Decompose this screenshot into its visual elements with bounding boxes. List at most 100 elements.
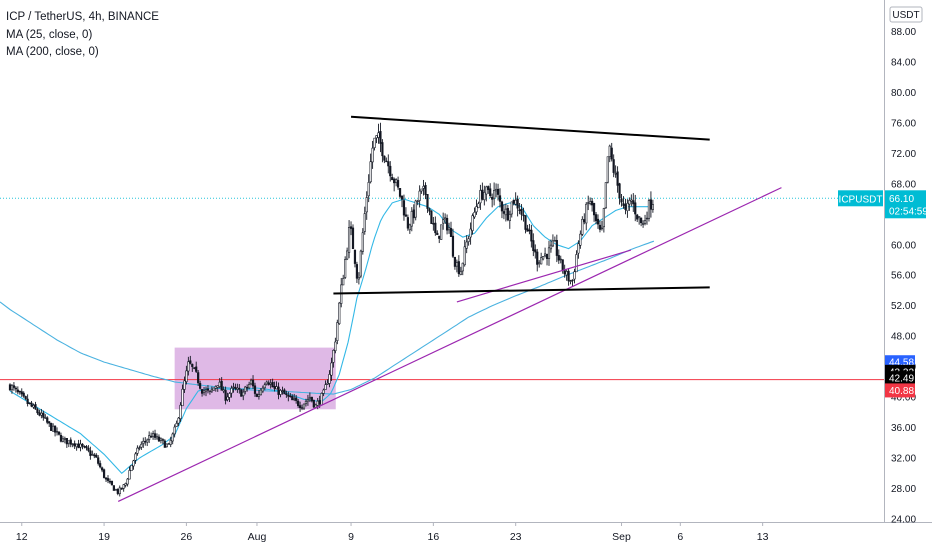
candle-body	[614, 173, 617, 175]
candle-body	[112, 485, 115, 491]
candle	[12, 382, 16, 391]
candle	[218, 378, 221, 389]
candle-body	[555, 239, 558, 256]
candle-body	[389, 165, 392, 177]
candle	[38, 409, 41, 417]
candle-body	[563, 270, 566, 275]
candle-body	[455, 262, 458, 267]
candle-body	[148, 435, 151, 440]
candle	[177, 417, 180, 426]
candle-body	[259, 389, 262, 396]
candle	[612, 154, 615, 178]
currency-label: USDT	[892, 10, 919, 21]
candle-body	[347, 227, 351, 253]
candle	[577, 240, 580, 259]
candle	[108, 478, 112, 484]
candle-body	[379, 131, 382, 144]
candle	[85, 445, 88, 451]
candle	[512, 199, 515, 206]
ma200-legend-label[interactable]: MA (200, close, 0)	[6, 46, 99, 58]
candle	[526, 224, 529, 232]
candle-body	[355, 264, 359, 279]
candle-body	[346, 250, 349, 260]
candle-body	[224, 390, 227, 401]
candle-body	[569, 280, 572, 282]
candle-body	[289, 395, 292, 398]
symbol-tag-label: ICPUSDT	[839, 194, 883, 205]
symbol-title[interactable]: ICP / TetherUS, 4h, BINANCE	[6, 11, 159, 23]
candle-body	[193, 367, 196, 369]
candle-body	[506, 208, 509, 221]
candle-body	[383, 155, 386, 161]
candle	[265, 380, 268, 386]
candle	[430, 210, 433, 224]
candle	[277, 382, 280, 400]
candle	[83, 445, 86, 449]
candle-body	[549, 244, 553, 250]
candle-body	[481, 189, 484, 200]
candle	[81, 443, 84, 450]
candle-body	[424, 184, 427, 195]
candle-body	[410, 211, 413, 227]
x-tick-label: 19	[98, 531, 110, 543]
candle-body	[377, 132, 380, 138]
candle-body	[500, 201, 504, 212]
candle	[171, 432, 174, 445]
corner-box	[885, 523, 932, 550]
candle-body	[81, 443, 84, 447]
candle	[163, 439, 166, 448]
candle-body	[624, 204, 627, 210]
candle-body	[330, 362, 333, 376]
candle-body	[445, 218, 449, 231]
candle-body	[18, 390, 21, 393]
y-tick-label: 88.00	[891, 27, 916, 38]
candle-body	[122, 484, 125, 489]
candle	[63, 436, 66, 444]
candle-body	[24, 396, 27, 399]
candle	[477, 201, 480, 209]
candle	[540, 252, 543, 265]
candle-body	[532, 240, 535, 252]
ma25-layer	[9, 198, 654, 475]
candle-body	[332, 350, 335, 363]
candle-body	[261, 387, 264, 392]
candle-body	[428, 208, 431, 212]
candle-body	[126, 478, 129, 485]
candle	[330, 357, 333, 381]
candle-body	[234, 387, 237, 390]
candle	[398, 188, 402, 199]
ma25-legend-label[interactable]: MA (25, close, 0)	[6, 28, 93, 41]
candle-body	[130, 465, 133, 472]
candle-body	[222, 389, 225, 392]
candle	[618, 182, 621, 205]
candle-body	[451, 235, 455, 257]
candle-body	[600, 227, 604, 230]
candle-body	[69, 439, 72, 445]
candle-body	[626, 202, 629, 212]
candle	[312, 399, 315, 409]
trendline	[333, 286, 710, 295]
candle	[263, 382, 266, 391]
candle	[481, 182, 484, 201]
candle	[459, 266, 462, 276]
candle-body	[153, 433, 157, 438]
candle-body	[412, 209, 415, 219]
candle	[592, 202, 596, 222]
candle-body	[73, 443, 76, 447]
candle-body	[406, 217, 409, 229]
candle	[404, 207, 408, 217]
candle	[434, 216, 437, 236]
candle-body	[487, 186, 490, 190]
candle	[128, 466, 131, 480]
candle-body	[447, 227, 451, 231]
candle-body	[400, 195, 404, 200]
countdown-label: 02:54:59	[889, 206, 928, 217]
candle	[251, 375, 255, 390]
candle	[122, 484, 125, 492]
candle	[36, 407, 39, 415]
candle-body	[361, 232, 364, 252]
candle	[224, 386, 227, 405]
candle-body	[236, 387, 239, 390]
